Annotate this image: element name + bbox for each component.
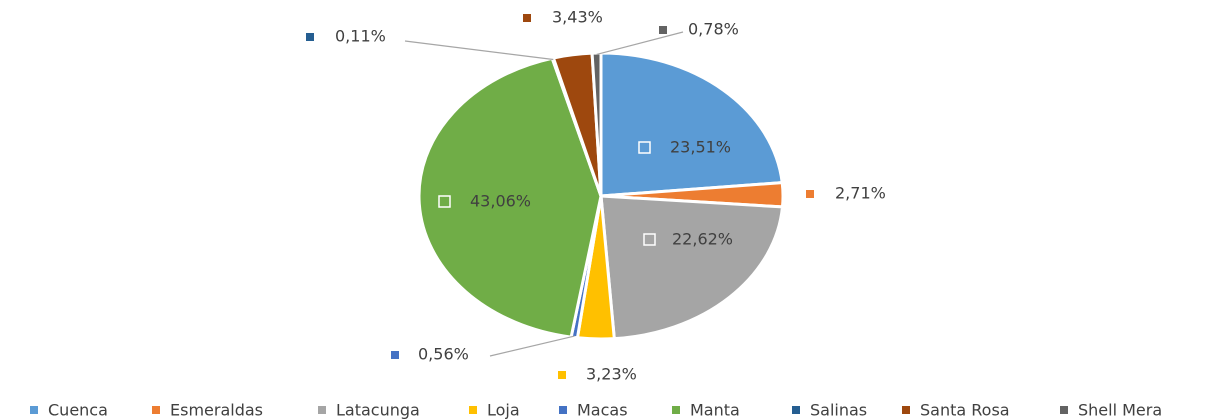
legend-key — [30, 406, 38, 414]
data-label: 0,56% — [418, 345, 469, 364]
label-key — [806, 190, 814, 198]
legend-label: Esmeraldas — [170, 401, 263, 419]
data-label: 0,78% — [688, 20, 739, 39]
legend-key — [318, 406, 326, 414]
data-label: 2,71% — [835, 184, 886, 203]
label-key — [558, 371, 566, 379]
pie-slice — [599, 51, 784, 198]
data-label: 0,11% — [335, 27, 386, 46]
leader-line — [596, 31, 684, 56]
data-label: 3,23% — [586, 365, 637, 384]
legend-key — [152, 406, 160, 414]
legend-label: Macas — [577, 401, 628, 419]
label-key — [306, 33, 314, 41]
legend-key — [902, 406, 910, 414]
label-key — [391, 351, 399, 359]
label-key — [438, 195, 451, 208]
legend-label: Santa Rosa — [920, 401, 1010, 419]
legend-label: Cuenca — [48, 401, 108, 419]
data-label: 43,06% — [470, 192, 531, 211]
legend-key — [1060, 406, 1068, 414]
legend-label: Shell Mera — [1078, 401, 1162, 419]
data-label: 23,51% — [670, 138, 731, 157]
legend-key — [559, 406, 567, 414]
legend-key — [792, 406, 800, 414]
leader-line — [489, 335, 575, 357]
label-key — [638, 141, 651, 154]
legend-label: Loja — [487, 401, 520, 419]
label-key — [643, 233, 656, 246]
leader-line — [404, 40, 554, 61]
label-key — [523, 14, 531, 22]
legend-label: Latacunga — [336, 401, 420, 419]
legend-key — [672, 406, 680, 414]
label-key — [659, 26, 667, 34]
legend-label: Manta — [690, 401, 740, 419]
legend-label: Salinas — [810, 401, 867, 419]
pie-slice — [599, 194, 785, 341]
data-label: 3,43% — [552, 8, 603, 27]
data-label: 22,62% — [672, 230, 733, 249]
pie-slice — [417, 56, 603, 339]
legend-key — [469, 406, 477, 414]
